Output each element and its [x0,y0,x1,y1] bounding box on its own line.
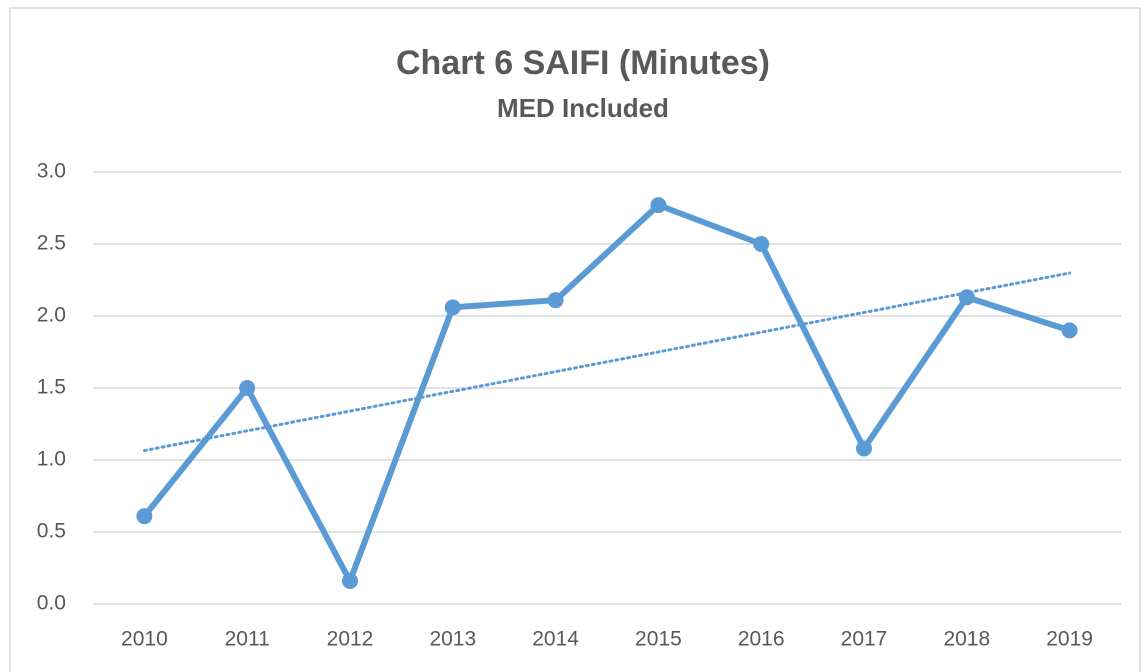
chart-border [9,7,1141,672]
marker [650,197,667,214]
y-tick-label: 1.0 [37,448,66,471]
marker [342,572,358,589]
marker [547,292,564,309]
marker [1061,322,1078,339]
line [142,202,1071,584]
x-tick-label: 2016 [738,628,785,651]
marker [753,236,770,252]
x-tick-label: 2017 [841,628,888,651]
marker [239,380,256,396]
trendline [142,271,1072,453]
marker [136,508,153,525]
marker [856,440,872,457]
y-tick-label: 3.0 [37,160,66,183]
y-tick-label: 2.5 [37,232,66,255]
marker [958,289,975,306]
y-tick-label: 0.0 [37,592,66,615]
x-tick-label: 2019 [1046,628,1093,651]
x-tick-label: 2012 [327,628,374,651]
chart-subtitle: MED Included [497,93,669,123]
y-tick-label: 0.5 [37,520,66,543]
x-tick-label: 2011 [225,628,270,651]
y-tick-label: 1.5 [37,376,66,399]
x-tick-label: 2013 [429,628,476,651]
x-tick-label: 2018 [943,628,990,651]
y-tick-label: 2.0 [37,304,66,327]
x-tick-label: 2015 [635,628,682,651]
x-tick-label: 2010 [121,628,168,651]
chart-title: Chart 6 SAIFI (Minutes) [396,44,770,82]
x-tick-label: 2014 [532,628,579,651]
marker [444,299,461,316]
